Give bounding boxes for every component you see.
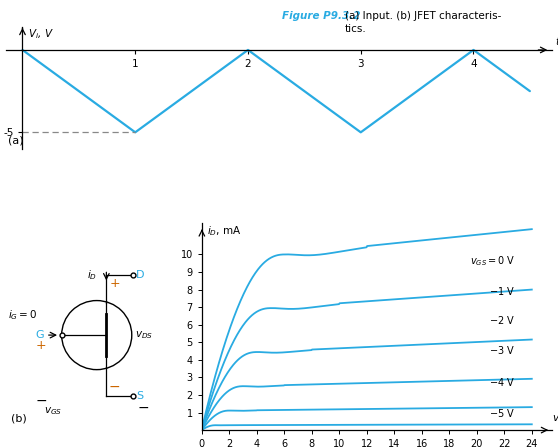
Text: $-4$ V: $-4$ V xyxy=(489,376,515,388)
Text: $v_{GS}=0$ V: $v_{GS}=0$ V xyxy=(470,254,515,267)
Text: $v_{DS}$: $v_{DS}$ xyxy=(135,329,153,341)
Text: G: G xyxy=(35,330,44,340)
Text: +: + xyxy=(110,277,121,290)
Text: $i_D$, mA: $i_D$, mA xyxy=(208,224,242,238)
Text: −: − xyxy=(109,380,121,394)
Text: $i_G=0$: $i_G=0$ xyxy=(8,308,38,322)
Text: $-5$ V: $-5$ V xyxy=(489,407,515,419)
Text: (b): (b) xyxy=(11,414,27,423)
Text: $-1$ V: $-1$ V xyxy=(489,285,515,297)
Text: $v_{GS}$: $v_{GS}$ xyxy=(44,405,62,417)
Text: Figure P9.3.2: Figure P9.3.2 xyxy=(282,11,368,21)
Text: $v_{DS}$, V: $v_{DS}$, V xyxy=(552,411,558,425)
Text: −: − xyxy=(138,401,150,415)
Text: $V_i$, V: $V_i$, V xyxy=(28,27,54,41)
Text: (a) Input. (b) JFET characteris-
tics.: (a) Input. (b) JFET characteris- tics. xyxy=(345,11,501,34)
Text: D: D xyxy=(136,270,145,280)
Text: $-3$ V: $-3$ V xyxy=(489,344,515,356)
Text: −: − xyxy=(35,394,47,408)
Text: +: + xyxy=(35,339,46,352)
Text: S: S xyxy=(136,391,143,401)
Text: (a): (a) xyxy=(8,135,23,146)
Text: $-2$ V: $-2$ V xyxy=(489,314,515,326)
Text: $t$, ms: $t$, ms xyxy=(555,35,558,48)
Text: $i_D$: $i_D$ xyxy=(88,268,98,281)
